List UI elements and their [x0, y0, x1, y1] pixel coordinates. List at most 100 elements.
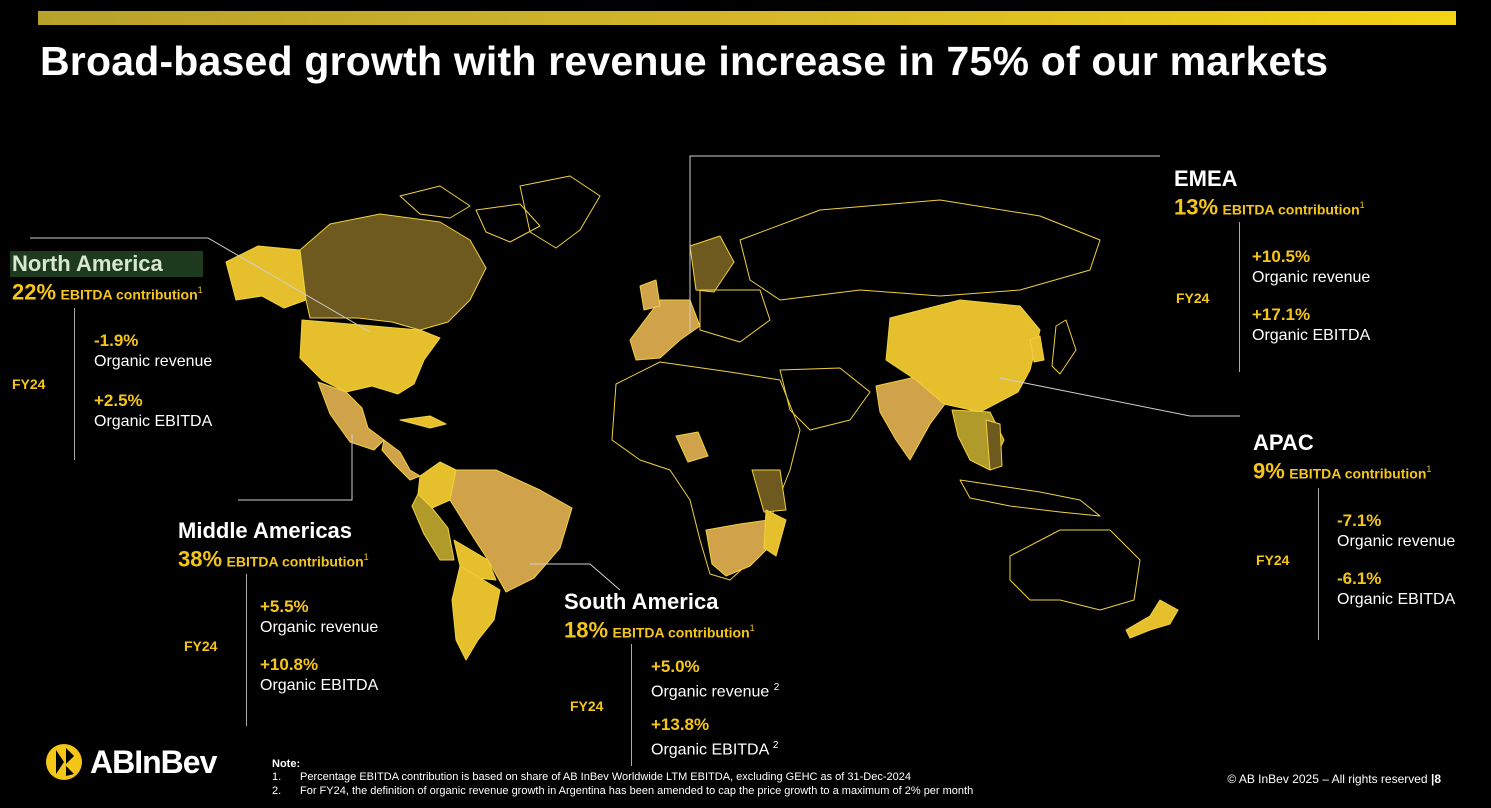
note-number: 1. [272, 771, 282, 783]
map-china [885, 299, 1041, 413]
south-america-callout: South America 18% EBITDA contribution1 [564, 589, 755, 646]
north-america-period: FY24 [12, 376, 46, 392]
emea-footnote: 1 [1359, 200, 1365, 210]
notes-title: Note: [272, 758, 301, 770]
map-mexico [317, 381, 385, 451]
apac-leader-line [999, 377, 1240, 417]
middle-americas-ebitda-value: +10.8% [260, 655, 319, 674]
south-america-contribution: 18% EBITDA contribution1 [564, 615, 755, 646]
apac-footnote: 1 [1426, 464, 1432, 474]
apac-period: FY24 [1256, 552, 1290, 568]
map-western-europe [629, 299, 701, 361]
emea-ebitda: +17.1% Organic EBITDA [1252, 304, 1370, 346]
emea-contribution-label: EBITDA contribution [1222, 201, 1360, 218]
footnotes: Note: 1. Percentage EBITDA contribution … [272, 758, 973, 798]
north-america-callout: North America 22% EBITDA contribution1 [10, 251, 203, 308]
north-america-ebitda: +2.5% Organic EBITDA [94, 390, 212, 432]
south-america-footnote: 1 [749, 623, 755, 633]
map-paraguay [453, 539, 497, 581]
map-nigeria [675, 431, 709, 463]
north-america-ebitda-label: Organic EBITDA [94, 413, 213, 430]
map-eastern-europe [699, 289, 771, 343]
south-america-revenue-label: Organic revenue 2 [651, 678, 779, 702]
map-southern-africa [705, 519, 771, 577]
south-america-ebitda-value: +13.8% [651, 715, 710, 734]
emea-ebitda-label: Organic EBITDA [1252, 327, 1371, 344]
north-america-ebitda-value: +2.5% [94, 391, 143, 410]
map-mozambique [763, 509, 787, 557]
middle-americas-contribution: 38% EBITDA contribution1 [178, 544, 369, 575]
south-america-revenue: +5.0% Organic revenue 2 [651, 656, 779, 702]
emea-leader-line [689, 155, 1160, 332]
page-number: 8 [1434, 772, 1441, 786]
south-america-period: FY24 [570, 698, 604, 714]
map-australia [1009, 529, 1141, 611]
apac-ebitda: -6.1% Organic EBITDA [1337, 568, 1455, 610]
note-number: 2. [272, 785, 282, 797]
copyright-text: © AB InBev 2025 – All rights reserved [1227, 772, 1428, 786]
emea-revenue-value: +10.5% [1252, 247, 1311, 266]
map-peru [411, 493, 455, 561]
map-usa [299, 319, 441, 395]
note-item: 2. For FY24, the definition of organic r… [272, 784, 973, 798]
map-new-zealand [1125, 599, 1179, 639]
middle-americas-period: FY24 [184, 638, 218, 654]
map-arctic-islands [399, 185, 541, 243]
apac-contribution-pct: 9% [1253, 458, 1285, 484]
apac-contribution-label: EBITDA contribution [1289, 465, 1427, 482]
middle-americas-contribution-pct: 38% [178, 546, 223, 572]
apac-ebitda-value: -6.1% [1337, 569, 1382, 588]
apac-ebitda-label: Organic EBITDA [1337, 591, 1456, 608]
note-text: For FY24, the definition of organic reve… [300, 785, 974, 797]
south-america-contribution-label: EBITDA contribution [612, 624, 750, 641]
north-america-footnote: 1 [197, 285, 203, 295]
abinbev-logo-icon [46, 744, 82, 780]
south-america-ebitda-label: Organic EBITDA 2 [651, 736, 778, 760]
south-america-revenue-value: +5.0% [651, 657, 700, 676]
middle-americas-ebitda-label: Organic EBITDA [260, 677, 379, 694]
emea-contribution-pct: 13% [1174, 194, 1219, 220]
north-america-revenue-value: -1.9% [94, 331, 139, 350]
map-vietnam [985, 419, 1003, 471]
emea-ebitda-value: +17.1% [1252, 305, 1311, 324]
copyright: © AB InBev 2025 – All rights reserved |8 [1227, 772, 1441, 786]
map-scandinavia [689, 235, 735, 293]
middle-americas-revenue-label: Organic revenue [260, 619, 379, 636]
abinbev-logo-text: ABInBev [90, 743, 217, 780]
page-title: Broad-based growth with revenue increase… [40, 38, 1329, 84]
south-america-revenue-footnote: 2 [773, 682, 780, 693]
map-korea [1029, 335, 1045, 363]
abinbev-logo: ABInBev [44, 742, 217, 782]
map-greenland [519, 175, 601, 249]
emea-name: EMEA [1174, 166, 1238, 191]
north-america-contribution-pct: 22% [12, 279, 57, 305]
note-item: 1. Percentage EBITDA contribution is bas… [272, 770, 973, 784]
map-caribbean [399, 415, 447, 429]
map-central-america [381, 439, 421, 481]
middle-americas-leader-line [238, 434, 353, 501]
middle-americas-name: Middle Americas [178, 518, 353, 543]
apac-contribution: 9% EBITDA contribution1 [1253, 456, 1431, 487]
top-accent-bar [38, 11, 1456, 25]
south-america-name: South America [564, 589, 719, 614]
map-uk [639, 279, 661, 311]
south-america-metrics: +5.0% Organic revenue 2 +13.8% Organic E… [631, 644, 779, 766]
emea-metrics: +10.5% Organic revenue +17.1% Organic EB… [1239, 222, 1370, 372]
map-brazil [449, 469, 573, 593]
south-america-ebitda-label-text: Organic EBITDA [651, 741, 769, 759]
map-indonesia [959, 479, 1101, 517]
north-america-metrics: -1.9% Organic revenue +2.5% Organic EBIT… [74, 308, 212, 460]
north-america-contribution-label: EBITDA contribution [60, 286, 198, 303]
north-america-contribution: 22% EBITDA contribution1 [12, 277, 203, 308]
south-america-revenue-label-text: Organic revenue [651, 683, 770, 701]
emea-callout: EMEA 13% EBITDA contribution1 [1174, 166, 1365, 223]
south-america-contribution-pct: 18% [564, 617, 609, 643]
map-argentina [451, 565, 501, 661]
apac-revenue: -7.1% Organic revenue [1337, 510, 1455, 552]
middle-americas-callout: Middle Americas 38% EBITDA contribution1 [178, 518, 369, 575]
emea-contribution: 13% EBITDA contribution1 [1174, 192, 1365, 223]
map-east-africa [751, 469, 787, 513]
middle-americas-revenue-value: +5.5% [260, 597, 309, 616]
south-america-ebitda-footnote: 2 [772, 740, 779, 751]
